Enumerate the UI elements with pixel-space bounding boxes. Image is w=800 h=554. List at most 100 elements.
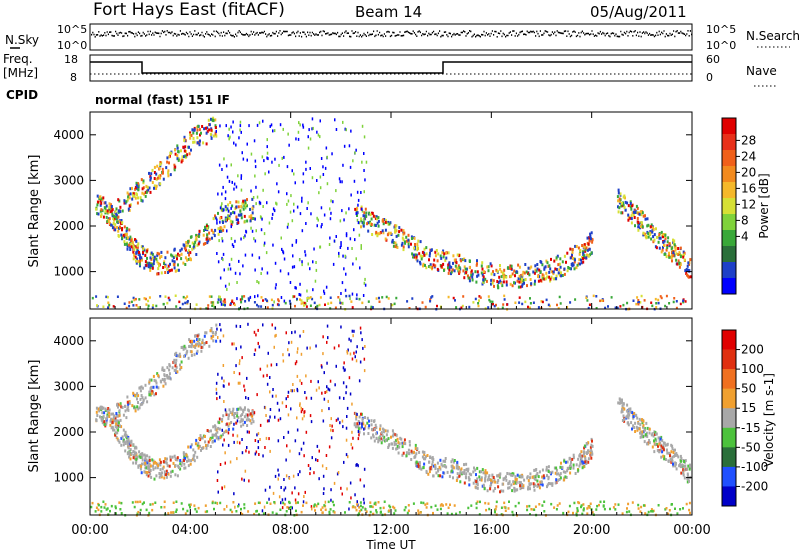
range-cell bbox=[587, 449, 590, 453]
range-cell bbox=[174, 294, 177, 297]
range-cell bbox=[470, 269, 473, 273]
range-cell bbox=[557, 271, 560, 275]
range-cell bbox=[687, 275, 690, 279]
range-cell bbox=[644, 217, 647, 221]
range-cell bbox=[528, 306, 531, 309]
range-cell bbox=[515, 477, 518, 481]
range-cell bbox=[414, 243, 416, 246]
range-cell bbox=[225, 429, 227, 433]
range-cell bbox=[281, 506, 284, 510]
velocity-colorbar-label: Velocity [m s-1] bbox=[762, 373, 776, 467]
range-cell bbox=[215, 387, 218, 391]
range-cell bbox=[386, 429, 389, 433]
range-cell bbox=[355, 414, 358, 418]
range-cell bbox=[444, 459, 447, 463]
range-cell bbox=[440, 462, 443, 466]
range-cell bbox=[383, 500, 386, 503]
range-cell bbox=[301, 408, 304, 412]
range-cell bbox=[122, 443, 125, 447]
range-cell bbox=[138, 251, 140, 254]
range-cell bbox=[453, 504, 456, 507]
range-cell bbox=[269, 408, 272, 411]
range-cell bbox=[575, 245, 578, 248]
range-cell bbox=[569, 467, 572, 470]
range-cell bbox=[347, 246, 349, 250]
range-cell bbox=[286, 444, 288, 448]
range-cell bbox=[503, 275, 505, 279]
range-cell bbox=[236, 440, 239, 444]
range-cell bbox=[198, 128, 201, 132]
range-cell bbox=[566, 269, 569, 273]
range-cell bbox=[135, 261, 138, 265]
range-cell bbox=[323, 397, 326, 401]
range-cell bbox=[223, 157, 225, 161]
range-cell bbox=[189, 136, 192, 140]
range-cell bbox=[215, 323, 218, 327]
range-cell bbox=[210, 429, 212, 433]
range-cell bbox=[345, 426, 348, 430]
range-cell bbox=[536, 267, 539, 271]
range-cell bbox=[627, 412, 630, 415]
range-cell bbox=[177, 158, 180, 162]
range-cell bbox=[244, 406, 246, 410]
range-cell bbox=[124, 404, 127, 408]
range-cell bbox=[210, 336, 213, 340]
range-cell bbox=[395, 229, 398, 233]
range-cell bbox=[447, 506, 450, 509]
range-cell bbox=[476, 466, 479, 470]
range-cell bbox=[116, 419, 119, 423]
range-cell bbox=[159, 182, 162, 186]
range-cell bbox=[521, 273, 524, 277]
range-cell bbox=[355, 359, 358, 363]
range-cell bbox=[357, 430, 360, 433]
range-cell bbox=[672, 464, 675, 468]
range-cell bbox=[305, 501, 308, 505]
range-cell bbox=[292, 254, 294, 258]
range-cell bbox=[356, 190, 359, 194]
range-cell bbox=[493, 304, 496, 308]
range-cell bbox=[410, 235, 413, 239]
range-cell bbox=[241, 151, 243, 155]
range-cell bbox=[476, 500, 479, 503]
range-cell bbox=[139, 508, 142, 512]
range-cell bbox=[487, 306, 490, 309]
range-cell bbox=[136, 397, 138, 401]
range-cell bbox=[232, 407, 235, 411]
range-cell bbox=[632, 210, 635, 214]
range-cell bbox=[99, 199, 102, 203]
range-cell bbox=[318, 191, 320, 195]
range-cell bbox=[382, 222, 385, 226]
range-cell bbox=[484, 472, 487, 475]
range-cell bbox=[355, 208, 358, 212]
range-cell bbox=[558, 295, 561, 299]
range-cell bbox=[513, 281, 515, 285]
range-cell bbox=[333, 346, 336, 350]
range-cell bbox=[643, 299, 646, 302]
range-cell bbox=[114, 431, 117, 435]
range-cell bbox=[190, 443, 193, 447]
range-cell bbox=[627, 218, 630, 222]
range-cell bbox=[410, 451, 413, 455]
range-cell bbox=[146, 185, 149, 189]
range-cell bbox=[417, 462, 420, 466]
range-cell bbox=[162, 266, 165, 269]
range-cell bbox=[170, 470, 172, 474]
range-cell bbox=[580, 258, 582, 262]
range-cell bbox=[621, 408, 623, 412]
range-cell bbox=[108, 411, 111, 415]
range-cell bbox=[236, 281, 238, 284]
range-cell bbox=[180, 464, 183, 467]
range-cell bbox=[97, 508, 100, 512]
range-cell bbox=[195, 236, 198, 240]
range-cell bbox=[155, 385, 158, 389]
range-cell bbox=[266, 382, 269, 386]
range-cell bbox=[106, 209, 109, 213]
range-cell bbox=[244, 206, 247, 210]
range-cell bbox=[207, 304, 210, 307]
range-cell bbox=[636, 211, 639, 215]
range-cell bbox=[156, 253, 159, 257]
colorbar-swatch bbox=[722, 262, 736, 279]
range-cell bbox=[167, 271, 169, 274]
range-cell bbox=[633, 426, 636, 429]
range-cell bbox=[663, 252, 666, 256]
